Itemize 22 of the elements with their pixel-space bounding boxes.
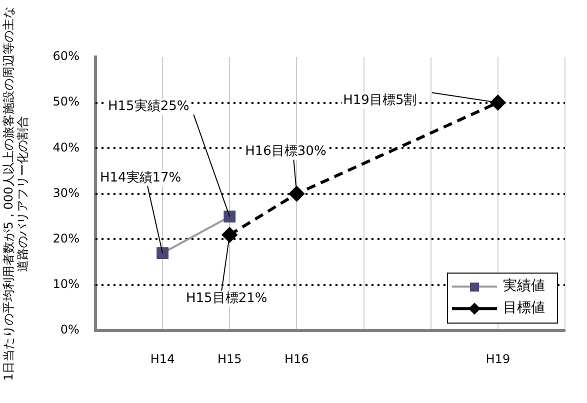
x-tick-label: H19 [486,352,510,366]
annotation: H16目標30% [245,144,326,160]
x-tick-label: H15 [217,352,242,366]
legend-label: 実績値 [503,278,545,294]
x-tick-label: H14 [150,352,175,366]
x-tick-label: H16 [284,352,309,366]
annotation: H15実績25% [108,98,190,114]
y-axis-title: 1日当たりの平均利用者数が5，000人以上の旅客施設の周辺等の主な道路のバリアフリー化の割合 [1,6,30,381]
y-tick-label: 30% [52,186,80,200]
annotation: H15目標21% [186,291,268,306]
point [490,95,506,110]
point [222,227,238,242]
y-tick-label: 50% [52,94,80,109]
y-tick-label: 10% [52,277,80,292]
y-tick-label: 20% [52,232,80,246]
y-tick-label: 60% [52,49,80,64]
point [289,186,304,202]
annotation: H14実績17% [100,169,182,186]
y-tick-label: 0% [60,322,80,337]
legend-label: 目標値 [503,300,545,316]
y-tick-label: 40% [52,140,80,154]
annotation: H19目標5割 [343,92,417,108]
